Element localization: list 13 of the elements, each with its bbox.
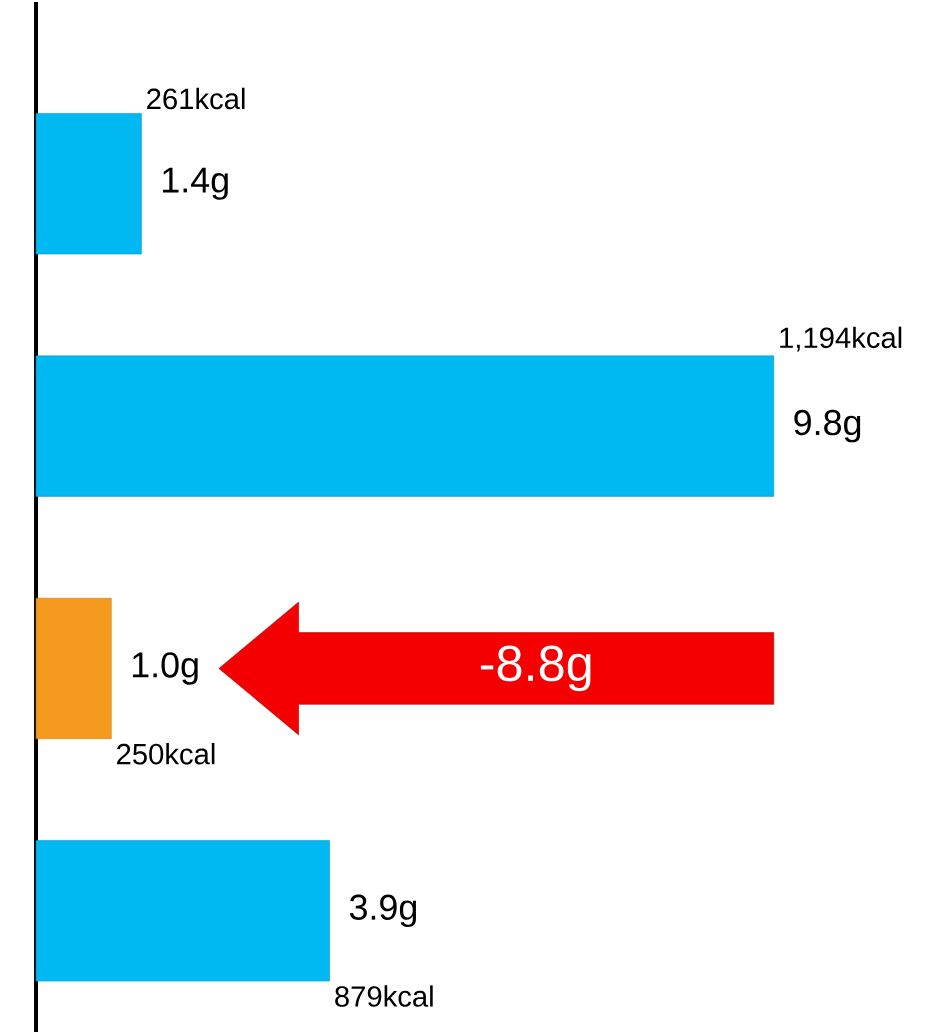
data-label: 3.9g [350,894,417,928]
annotation: -8.8g [481,645,591,692]
data-label: 9.8g [794,409,861,443]
annotation: 250kcal [117,743,215,765]
data-label: 1.0g [133,652,198,685]
text: 1,194kcal [780,326,902,352]
bar [35,113,142,255]
annotation: 879kcal [335,985,433,1007]
bar [35,840,331,982]
bar [35,355,775,497]
annotation: 261kcal [147,87,245,110]
bar [35,597,112,740]
data-label: 1.4g [163,167,228,200]
